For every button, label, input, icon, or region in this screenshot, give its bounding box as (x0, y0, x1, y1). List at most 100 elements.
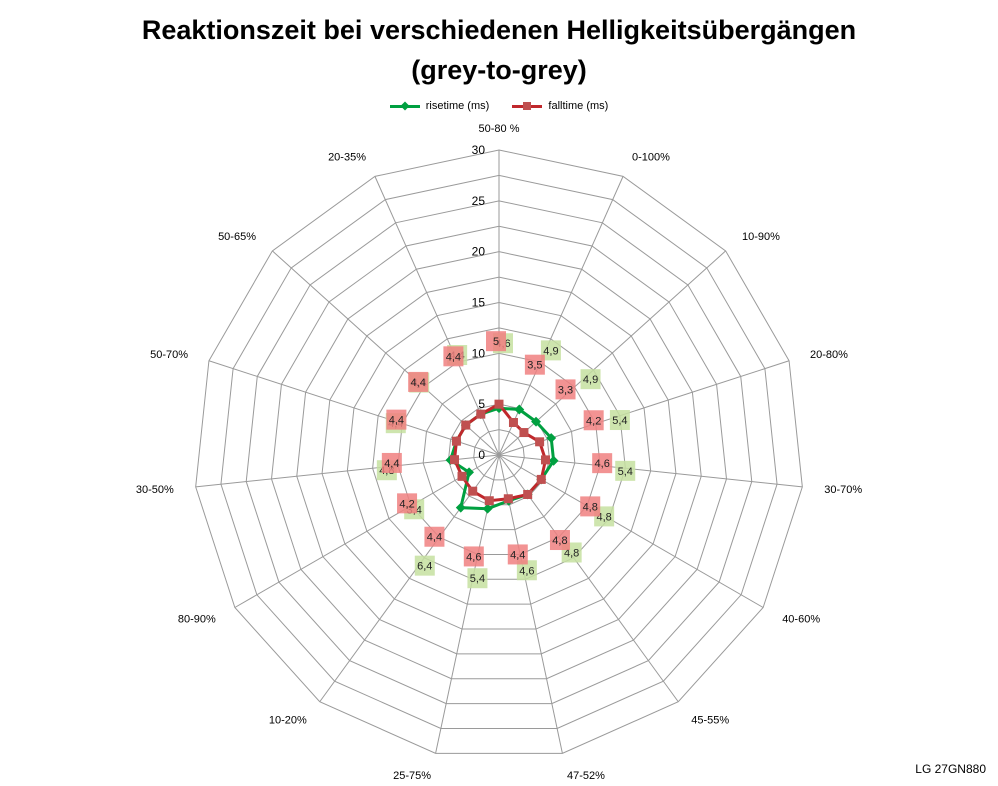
grid-ring (346, 301, 652, 605)
category-label: 30-50% (136, 484, 174, 496)
legend-entry-risetime: risetime (ms) (389, 100, 490, 113)
tick-label: 0 (478, 448, 485, 462)
falltime-point (476, 409, 486, 419)
falltime-point (535, 437, 545, 447)
falltime-point (541, 455, 551, 465)
data-label: 4,4 (384, 458, 399, 470)
risetime-point (514, 404, 525, 415)
falltime-point (451, 436, 461, 446)
data-label: 4,8 (597, 511, 612, 523)
data-label: 3,3 (558, 384, 573, 396)
data-label-bg (609, 410, 630, 431)
tick-label: 20 (472, 245, 486, 259)
falltime-point (508, 417, 518, 427)
data-label-bg (507, 544, 528, 565)
data-label-bg (615, 460, 636, 481)
grid-ring (397, 352, 601, 555)
data-label-bg (580, 369, 601, 390)
watermark: LG 27GN880 (915, 762, 986, 776)
grid-spoke (374, 176, 500, 456)
grid-ring (296, 251, 702, 655)
data-label: 4,6 (595, 458, 610, 470)
chart-legend: risetime (ms) falltime (ms) (0, 100, 998, 112)
legend-swatch-falltime (512, 101, 543, 111)
grid-ring (321, 276, 677, 630)
data-label: 4,4 (411, 377, 426, 389)
data-label-bg (414, 555, 435, 576)
chart-title-line1: Reaktionszeit bei verschiedenen Helligke… (141, 15, 857, 45)
data-label: 4,9 (543, 345, 558, 357)
category-label: 0-100% (632, 151, 670, 163)
tick-label: 15 (472, 296, 486, 310)
data-label: 4,8 (552, 535, 567, 547)
data-label-bg (555, 379, 576, 400)
category-label: 40-60% (782, 614, 820, 626)
grid-ring (245, 200, 753, 705)
tick-label: 30 (472, 143, 486, 157)
category-label: 20-80% (810, 349, 848, 361)
tick-label: 5 (478, 397, 485, 411)
data-label: 5 (493, 336, 499, 348)
chart-title-line2: (grey-to-grey) (411, 55, 587, 85)
data-label: 4,2 (399, 498, 414, 510)
category-label: 50-80 % (479, 123, 520, 135)
risetime-point (482, 503, 493, 514)
tick-label: 25 (472, 194, 486, 208)
data-label: 5,4 (612, 415, 627, 427)
data-label-bg (486, 331, 506, 352)
data-label: 4,4 (446, 351, 461, 363)
series-line-1 (452, 402, 548, 503)
data-label: 4,6 (519, 565, 534, 577)
category-label: 10-90% (742, 231, 780, 243)
data-label-bg (592, 453, 613, 474)
category-label: 47-52% (567, 770, 605, 782)
falltime-point (519, 428, 529, 438)
category-label: 30-70% (824, 484, 862, 496)
data-label: 6,4 (417, 561, 432, 573)
data-label-bg (386, 409, 407, 430)
falltime-point (450, 455, 460, 465)
falltime-point (536, 474, 546, 484)
data-label-bg (397, 493, 418, 514)
grid-spoke (234, 454, 500, 608)
data-label-bg (524, 354, 545, 375)
falltime-point (484, 496, 494, 506)
data-label-bg (424, 526, 445, 547)
data-label: 5,4 (618, 466, 633, 478)
legend-swatch-risetime (389, 101, 420, 111)
data-label: 3,5 (527, 360, 542, 372)
legend-label-risetime: risetime (ms) (425, 100, 490, 113)
grid-spoke (498, 360, 790, 456)
grid-spoke (319, 454, 500, 703)
category-label: 25-75% (393, 770, 431, 782)
data-label: 5,4 (470, 573, 485, 585)
legend-label-falltime: falltime (ms) (548, 100, 609, 113)
data-label-bg (443, 346, 464, 367)
data-label: 4,8 (583, 501, 598, 513)
data-label-bg (583, 410, 604, 431)
data-label-bg (463, 546, 484, 567)
risetime-point (548, 455, 559, 466)
falltime-point (494, 399, 504, 409)
data-label: 4,4 (389, 415, 404, 427)
data-label: 4,9 (583, 374, 598, 386)
data-label-bg (381, 452, 402, 473)
data-label-bg (516, 560, 537, 581)
legend-entry-falltime: falltime (ms) (512, 100, 608, 112)
grid-ring (220, 174, 778, 729)
category-label: 20-35% (328, 151, 366, 163)
falltime-point (457, 471, 467, 481)
category-label: 45-55% (691, 715, 729, 727)
grid-ring (195, 149, 803, 754)
chart-title: Reaktionszeit bei verschiedenen Helligke… (0, 10, 998, 90)
grid-spoke (208, 360, 500, 456)
data-label-bg (408, 371, 429, 392)
grid-ring (422, 378, 576, 531)
falltime-point (468, 486, 478, 496)
category-label: 50-65% (218, 231, 256, 243)
falltime-point (503, 494, 513, 504)
data-label-bg (467, 568, 488, 589)
data-label: 4,6 (466, 551, 481, 563)
